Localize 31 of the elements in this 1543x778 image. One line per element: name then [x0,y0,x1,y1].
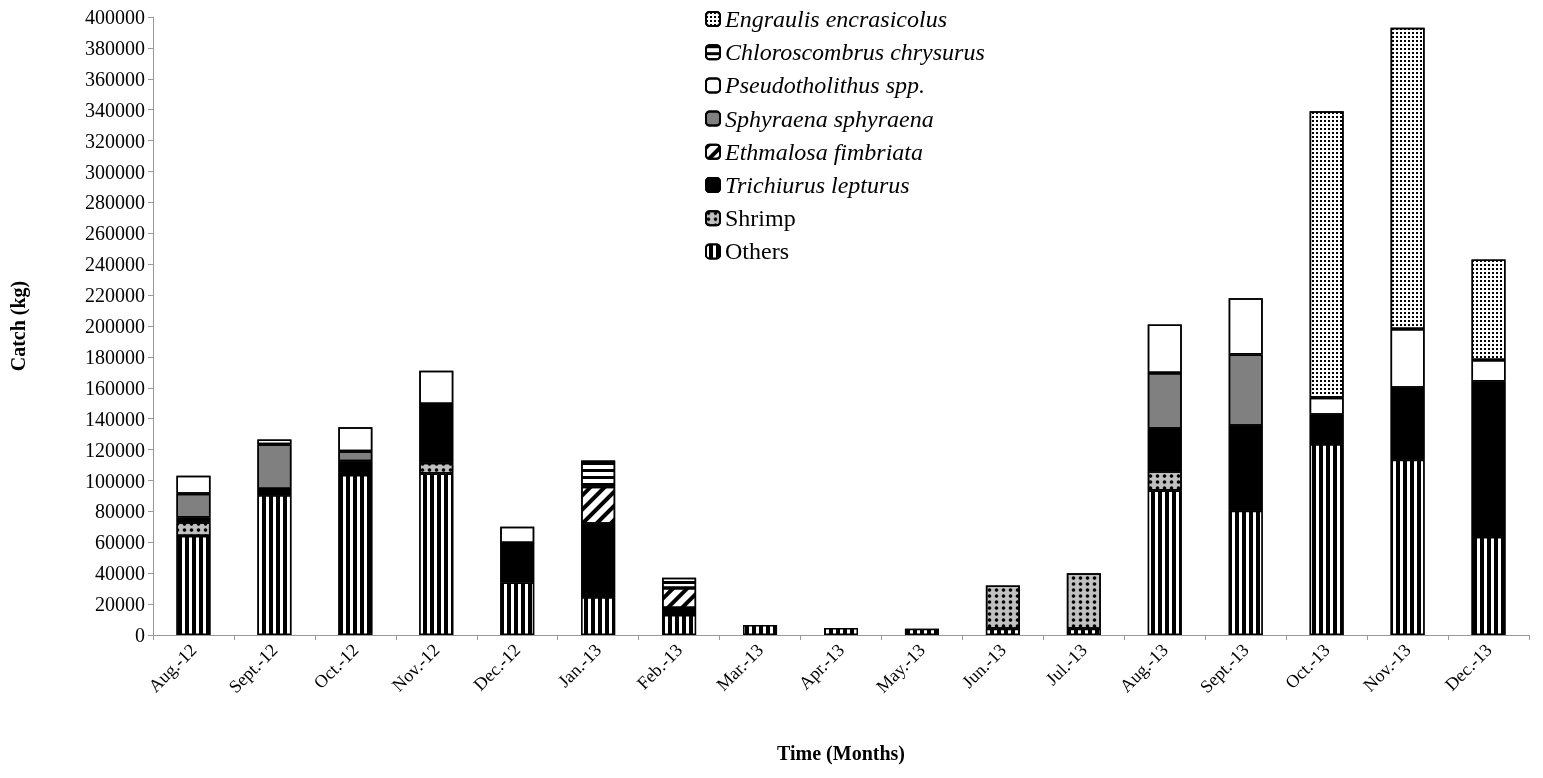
y-tick-label: 340000 [85,98,145,121]
y-tick-label: 180000 [85,345,145,368]
legend-label: Sphyraena sphyraena [725,105,934,132]
y-tick-label: 160000 [85,376,145,399]
y-tick-label: 380000 [85,36,145,59]
y-tick-label: 280000 [85,191,145,214]
y-tick-label: 20000 [95,593,145,616]
y-tick-label: 320000 [85,129,145,152]
legend-label: Shrimp [725,205,796,232]
y-tick-label: 260000 [85,222,145,245]
legend-label: Engraulis encrasicolus [724,6,947,32]
y-tick-label: 140000 [85,407,145,430]
legend-label: Trichiurus lepturus [725,172,910,198]
y-axis-title: Catch (kg) [7,280,30,372]
y-tick-label: 240000 [85,253,145,276]
y-tick-label: 200000 [85,315,145,337]
legend-label: Pseudotholithus spp. [724,72,926,99]
y-tick-label: 60000 [95,531,145,554]
legend-label: Others [725,238,789,265]
y-tick-label: 0 [135,624,145,646]
y-tick-label: 360000 [85,67,145,90]
legend-label: Ethmalosa fimbriata [724,138,924,165]
y-tick-label: 300000 [85,160,145,183]
y-tick-label: 120000 [85,438,145,461]
y-tick-label: 100000 [85,469,145,492]
legend-label: Chloroscombrus chrysurus [725,39,985,66]
y-tick-label: 400000 [85,6,145,28]
y-tick-label: 80000 [95,500,145,523]
x-axis-title: Time (Months) [777,742,905,765]
y-tick-label: 220000 [85,284,145,307]
y-tick-label: 40000 [95,562,145,585]
